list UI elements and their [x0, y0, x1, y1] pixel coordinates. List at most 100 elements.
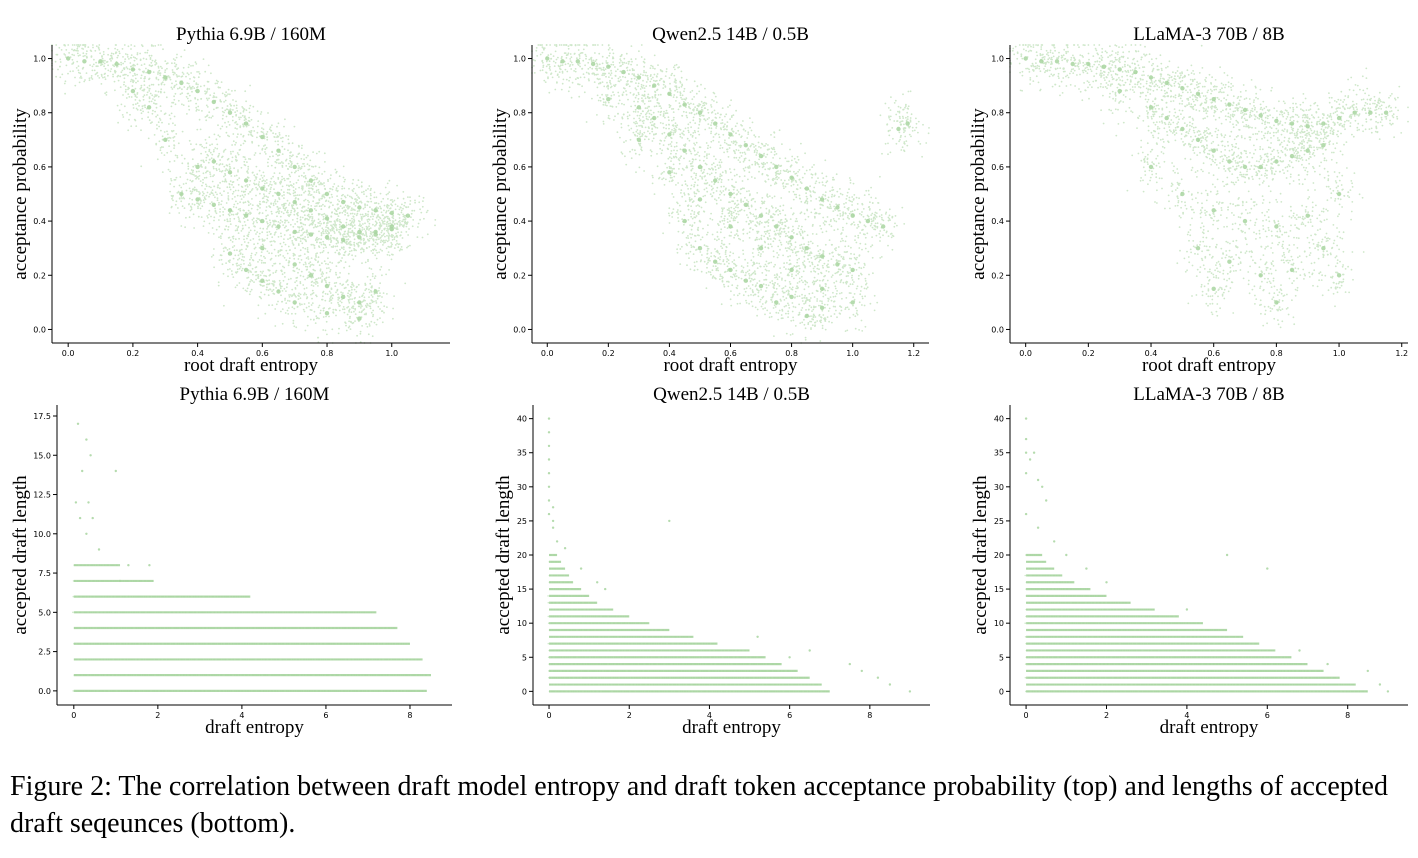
cloud-point — [357, 202, 360, 205]
cloud-point — [122, 94, 124, 96]
cloud-point — [261, 212, 264, 215]
cloud-point — [862, 208, 865, 210]
cloud-point — [246, 176, 249, 179]
cloud-point — [304, 180, 306, 183]
cloud-point — [215, 79, 218, 82]
cloud-point — [312, 319, 315, 321]
cloud-point — [249, 158, 252, 161]
cloud-point — [277, 236, 280, 238]
cloud-point — [573, 70, 575, 72]
cloud-point — [212, 166, 215, 168]
cloud-point — [77, 65, 80, 67]
cloud-point — [123, 81, 126, 83]
cloud-point — [157, 95, 160, 98]
cloud-point — [277, 140, 279, 143]
cloud-point — [246, 170, 249, 172]
cloud-point — [325, 320, 328, 323]
cloud-point — [388, 254, 391, 257]
cloud-point — [868, 206, 871, 208]
cloud-point — [118, 109, 121, 112]
cloud-point — [158, 140, 161, 143]
cloud-point — [218, 135, 221, 138]
cloud-point — [209, 94, 212, 96]
cloud-point — [294, 312, 297, 315]
cloud-point — [703, 118, 706, 121]
cloud-point — [246, 277, 249, 279]
cloud-point — [583, 44, 586, 46]
cloud-point — [715, 127, 717, 129]
cloud-point — [224, 121, 226, 124]
cloud-point — [322, 230, 324, 233]
cloud-point — [228, 135, 231, 138]
cloud-point — [341, 257, 343, 259]
cloud-point — [228, 183, 231, 186]
cloud-point — [714, 116, 717, 119]
cloud-point — [245, 248, 248, 251]
cloud-point — [299, 281, 302, 283]
cloud-point — [255, 183, 258, 186]
cloud-point — [810, 200, 812, 202]
cloud-point — [319, 268, 322, 271]
cloud-point — [738, 156, 741, 159]
cloud-point — [803, 172, 806, 175]
cloud-point — [825, 220, 828, 223]
cloud-point — [650, 78, 653, 80]
cloud-point — [315, 280, 318, 283]
cloud-point — [880, 216, 883, 219]
cloud-point — [294, 281, 296, 284]
cloud-point — [562, 78, 565, 81]
cloud-point — [202, 192, 205, 195]
x-tick-label: 0.8 — [321, 349, 334, 358]
cloud-point — [687, 127, 689, 129]
data-point — [82, 59, 87, 64]
cloud-point — [221, 180, 224, 183]
cloud-point — [754, 160, 756, 163]
cloud-point — [712, 139, 715, 142]
cloud-point — [236, 270, 239, 273]
cloud-point — [303, 310, 306, 313]
cloud-point — [237, 208, 240, 211]
cloud-point — [581, 67, 584, 70]
cloud-point — [353, 232, 356, 234]
cloud-point — [141, 105, 144, 108]
cloud-point — [345, 241, 348, 244]
cloud-point — [319, 224, 321, 227]
cloud-point — [113, 65, 116, 68]
cloud-point — [173, 98, 176, 101]
cloud-point — [627, 63, 630, 65]
cloud-point — [243, 119, 246, 121]
cloud-point — [369, 227, 372, 230]
cloud-point — [260, 130, 263, 133]
cloud-point — [786, 160, 788, 163]
cloud-point — [698, 123, 701, 126]
cloud-point — [318, 230, 320, 233]
cloud-point — [224, 178, 227, 181]
cloud-point — [329, 307, 331, 309]
cloud-point — [79, 77, 81, 79]
cloud-point — [86, 50, 88, 53]
cloud-point — [57, 68, 59, 71]
cloud-point — [216, 186, 219, 189]
cloud-point — [288, 249, 291, 252]
cloud-point — [838, 196, 840, 198]
cloud-point — [195, 177, 197, 180]
cloud-point — [223, 175, 225, 178]
cloud-point — [304, 236, 306, 238]
cloud-point — [289, 237, 291, 240]
cloud-point — [84, 54, 86, 57]
cloud-point — [212, 95, 215, 97]
cloud-point — [123, 68, 126, 71]
cloud-point — [368, 325, 371, 327]
cloud-point — [383, 204, 386, 207]
cloud-point — [827, 196, 830, 199]
cloud-point — [365, 231, 367, 234]
cloud-point — [161, 135, 164, 138]
cloud-point — [698, 120, 701, 123]
cloud-point — [729, 118, 731, 121]
cloud-point — [280, 235, 283, 238]
cloud-point — [235, 100, 237, 103]
cloud-point — [240, 248, 243, 251]
cloud-point — [384, 216, 387, 219]
cloud-point — [89, 64, 91, 66]
cloud-point — [218, 187, 221, 190]
